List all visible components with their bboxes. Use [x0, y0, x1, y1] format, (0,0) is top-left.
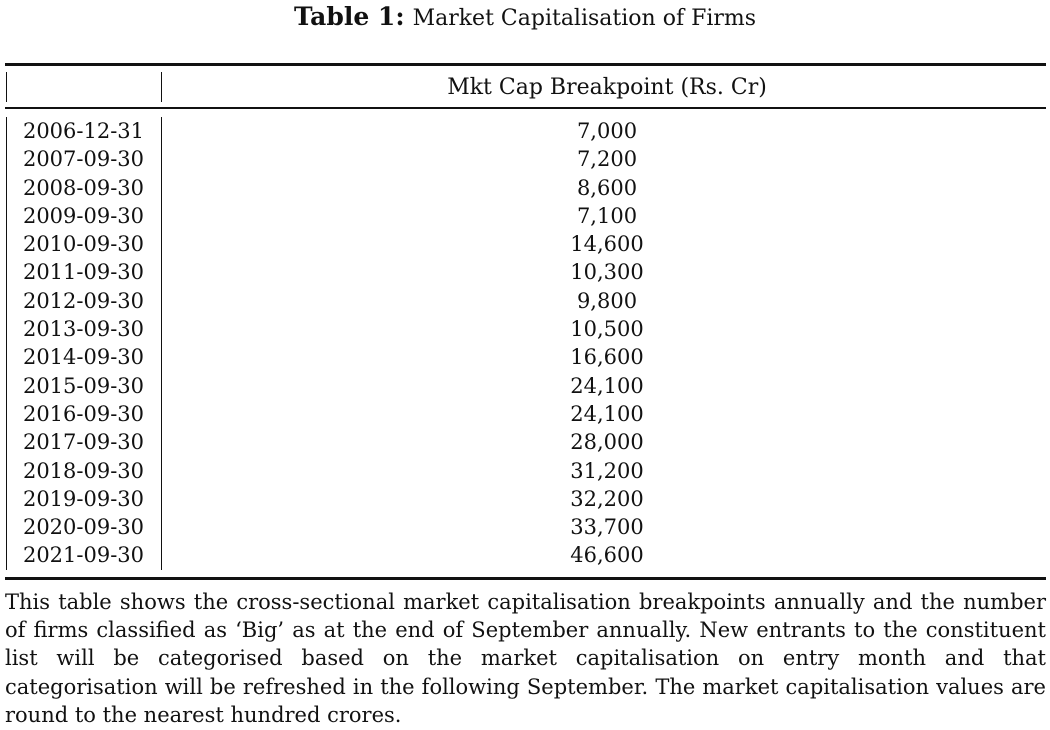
- table-row: 2007-09-30 7,200: [5, 145, 1046, 173]
- breakpoint-value-cell: 7,000: [576, 119, 638, 143]
- table-row: 2017-09-30 28,000: [5, 428, 1046, 456]
- breakpoint-value-cell: 14,600: [570, 232, 644, 257]
- breakpoint-value-cell: 9,800: [576, 288, 638, 313]
- breakpoint-value-cell: 24,100: [570, 401, 644, 426]
- breakpoint-value-cell: 46,600: [570, 543, 644, 568]
- date-cell: 2015-09-30: [22, 373, 145, 398]
- table-row: 2015-09-30 24,100: [5, 372, 1046, 400]
- table-row: 2016-09-30 24,100: [5, 400, 1046, 428]
- date-cell: 2014-09-30: [22, 345, 145, 370]
- table-top-rule: [5, 63, 1046, 66]
- table-row: 2019-09-30 32,200: [5, 485, 1046, 513]
- table-row: 2010-09-30 14,600: [5, 230, 1046, 258]
- header-left-border: [6, 72, 7, 102]
- breakpoint-value-cell: 28,000: [570, 430, 644, 455]
- header-column-divider: [161, 72, 162, 102]
- table-caption: Table 1: Market Capitalisation of Firms: [0, 2, 1050, 34]
- date-cell: 2018-09-30: [22, 458, 145, 483]
- table-row: 2013-09-30 10,500: [5, 315, 1046, 343]
- table-row: 2014-09-30 16,600: [5, 343, 1046, 371]
- table-row: 2018-09-30 31,200: [5, 457, 1046, 485]
- table-row: 2021-09-30 46,600: [5, 541, 1046, 569]
- table-row: 2012-09-30 9,800: [5, 287, 1046, 315]
- date-cell: 2010-09-30: [22, 232, 145, 257]
- date-cell: 2008-09-30: [22, 175, 145, 200]
- table-note: This table shows the cross-sectional mar…: [5, 590, 1046, 727]
- body-column-divider: [161, 117, 162, 570]
- table-row: 2006-12-31 7,000: [5, 117, 1046, 145]
- date-cell: 2021-09-30: [22, 543, 145, 568]
- breakpoint-value-cell: 16,600: [570, 345, 644, 370]
- breakpoint-value-cell: 8,600: [576, 175, 638, 200]
- caption-label: Table 1:: [293, 2, 405, 31]
- date-cell: 2007-09-30: [22, 147, 145, 172]
- table-bottom-rule: [5, 577, 1046, 580]
- table-header-row: Mkt Cap Breakpoint (Rs. Cr): [5, 73, 1046, 103]
- breakpoint-value-cell: 7,200: [576, 147, 638, 172]
- table-row: 2020-09-30 33,700: [5, 513, 1046, 541]
- body-left-border: [6, 117, 7, 570]
- caption-text: Market Capitalisation of Firms: [412, 6, 757, 31]
- date-cell: 2013-09-30: [22, 317, 145, 342]
- date-cell: 2020-09-30: [22, 515, 145, 540]
- breakpoint-value-cell: 24,100: [570, 373, 644, 398]
- date-cell: 2019-09-30: [22, 486, 145, 511]
- breakpoint-value-cell: 7,100: [576, 203, 638, 228]
- table-row: 2009-09-30 7,100: [5, 202, 1046, 230]
- table-row: 2011-09-30 10,300: [5, 258, 1046, 286]
- breakpoint-value-cell: 31,200: [570, 458, 644, 483]
- breakpoint-value-cell: 32,200: [570, 486, 644, 511]
- date-cell: 2011-09-30: [22, 260, 145, 285]
- breakpoint-value-cell: 10,500: [570, 317, 644, 342]
- table-header-rule: [5, 107, 1046, 109]
- date-cell: 2012-09-30: [22, 288, 145, 313]
- date-cell: 2006-12-31: [22, 119, 145, 143]
- table-row: 2008-09-30 8,600: [5, 174, 1046, 202]
- date-cell: 2016-09-30: [22, 401, 145, 426]
- date-cell: 2009-09-30: [22, 203, 145, 228]
- date-cell: 2017-09-30: [22, 430, 145, 455]
- header-value-column: Mkt Cap Breakpoint (Rs. Cr): [447, 75, 767, 100]
- table-body: 2006-12-31 7,000 2007-09-30 7,200 2008-09-30…: [5, 117, 1046, 570]
- breakpoint-value-cell: 33,700: [570, 515, 644, 540]
- breakpoint-value-cell: 10,300: [570, 260, 644, 285]
